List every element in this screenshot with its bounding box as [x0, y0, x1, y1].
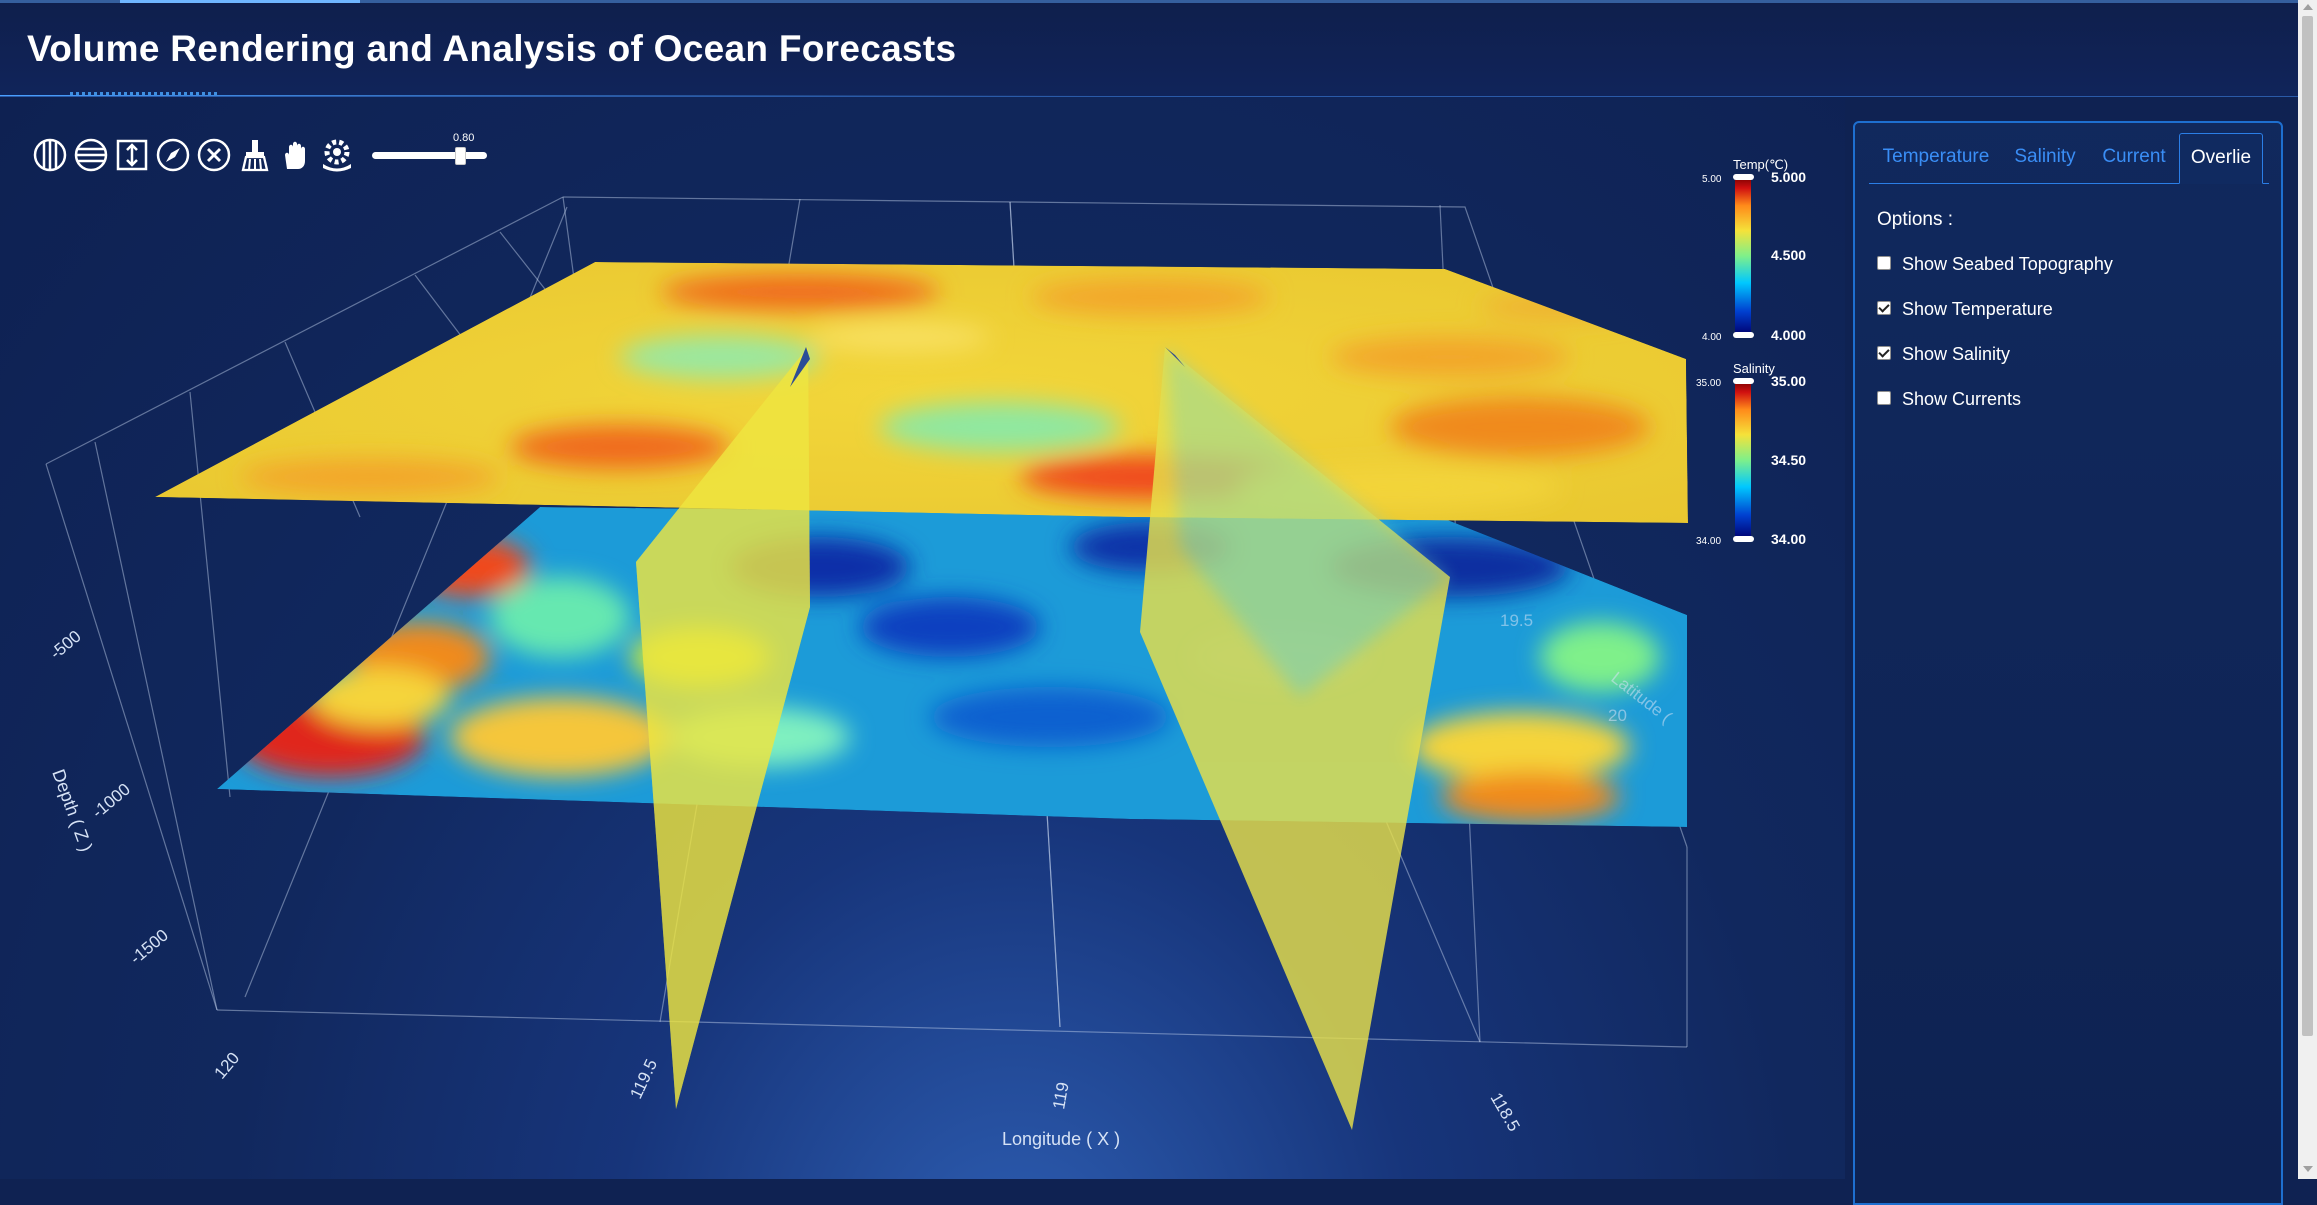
lon-tick-118-5: 118.5: [1487, 1090, 1524, 1135]
lon-tick-119: 119: [1049, 1081, 1072, 1111]
vertical-slice-right: [1140, 347, 1450, 1130]
temp-legend-min: 4.000: [1771, 327, 1806, 343]
sal-legend-max-small: 35.00: [1696, 378, 1721, 389]
clear-icon[interactable]: [196, 137, 232, 173]
header-divider: [0, 95, 1100, 96]
vertical-slice-icon[interactable]: [32, 137, 68, 173]
depth-adjust-icon[interactable]: [114, 137, 150, 173]
vertical-slice-left: [636, 347, 810, 1109]
lat-tick-20: 20: [1608, 706, 1627, 725]
currents-label: Show Currents: [1902, 389, 2022, 409]
page-scrollbar[interactable]: [2298, 0, 2317, 1179]
salinity-slice: [217, 507, 1687, 827]
temperature-legend: Temp(℃) 5.00 4.00 5.000 4.500 4.000: [1702, 157, 1806, 343]
option-seabed-topography[interactable]: Show Seabed Topography: [1877, 254, 2113, 276]
salinity-legend: Salinity 35.00 34.00 35.00 34.50 34.00: [1696, 361, 1806, 547]
option-currents[interactable]: Show Currents: [1877, 389, 2021, 411]
opacity-slider[interactable]: [372, 147, 487, 165]
gear-settings-icon[interactable]: [319, 137, 355, 173]
sal-legend-min: 34.00: [1771, 531, 1806, 547]
salinity-checkbox[interactable]: [1877, 346, 1891, 360]
seabed-topography-label: Show Seabed Topography: [1902, 254, 2113, 274]
scroll-down-arrow-icon[interactable]: [2303, 1166, 2313, 1172]
header-decoration: [70, 92, 220, 95]
longitude-axis-label: Longitude ( X ): [1002, 1129, 1120, 1149]
temp-legend-max: 5.000: [1771, 169, 1806, 185]
header-accent-line: [0, 0, 2298, 3]
depth-axis-label: Depth ( Z ): [48, 767, 96, 855]
tab-current[interactable]: Current: [2102, 146, 2166, 167]
horizontal-slice-icon[interactable]: [73, 137, 109, 173]
compass-icon[interactable]: [155, 137, 191, 173]
currents-checkbox[interactable]: [1877, 391, 1891, 405]
panel-tabs: Temperature Salinity Current Overlie: [1869, 133, 2269, 184]
temperature-checkbox[interactable]: [1877, 301, 1891, 315]
3d-viewport[interactable]: -500 -1000 -1500 Depth ( Z ) 120 119.5 1…: [0, 97, 1845, 1179]
opacity-value: 0.80: [453, 132, 475, 144]
sal-legend-max: 35.00: [1771, 373, 1806, 389]
temperature-slice: [155, 262, 1688, 523]
page-title: Volume Rendering and Analysis of Ocean F…: [27, 28, 957, 69]
sal-legend-max-handle: [1733, 378, 1754, 384]
temp-legend-max-small: 5.00: [1702, 174, 1722, 185]
tab-overlie[interactable]: Overlie: [2179, 133, 2263, 184]
temp-legend-title: Temp(℃): [1733, 157, 1788, 172]
depth-tick-1000: -1000: [88, 780, 134, 823]
hand-icon[interactable]: [278, 137, 314, 173]
slider-thumb[interactable]: [455, 147, 466, 165]
temp-legend-min-handle: [1733, 332, 1754, 338]
lon-tick-120: 120: [211, 1049, 244, 1083]
horizon-glow: [448, 1107, 1672, 1179]
volume-scene[interactable]: -500 -1000 -1500 Depth ( Z ) 120 119.5 1…: [0, 97, 1845, 1179]
temp-legend-min-small: 4.00: [1702, 332, 1722, 343]
lon-tick-119-5: 119.5: [626, 1056, 661, 1101]
options-panel: Temperature Salinity Current Overlie Opt…: [1853, 121, 2283, 1205]
sal-legend-min-handle: [1733, 536, 1754, 542]
tab-temperature[interactable]: Temperature: [1882, 146, 1990, 167]
salinity-label: Show Salinity: [1902, 344, 2011, 364]
scrollbar-thumb[interactable]: [2302, 16, 2313, 1036]
temp-legend-mid: 4.500: [1771, 247, 1806, 263]
tab-salinity[interactable]: Salinity: [2014, 146, 2076, 167]
lat-tick-19-5: 19.5: [1500, 611, 1533, 630]
sal-legend-mid: 34.50: [1771, 452, 1806, 468]
app-header: Volume Rendering and Analysis of Ocean F…: [0, 0, 2298, 97]
broom-icon[interactable]: [237, 137, 273, 173]
temperature-label: Show Temperature: [1902, 299, 2053, 319]
scroll-up-arrow-icon[interactable]: [2303, 4, 2313, 10]
option-temperature[interactable]: Show Temperature: [1877, 299, 2053, 321]
temp-legend-max-handle: [1733, 174, 1754, 180]
depth-tick-1500: -1500: [126, 926, 172, 969]
options-title: Options :: [1877, 209, 1954, 230]
sal-legend-title: Salinity: [1733, 361, 1775, 376]
slider-track: [372, 152, 487, 159]
sal-legend-min-small: 34.00: [1696, 536, 1721, 547]
seabed-topography-checkbox[interactable]: [1877, 256, 1891, 270]
option-salinity[interactable]: Show Salinity: [1877, 344, 2010, 366]
depth-tick-500: -500: [46, 627, 84, 663]
